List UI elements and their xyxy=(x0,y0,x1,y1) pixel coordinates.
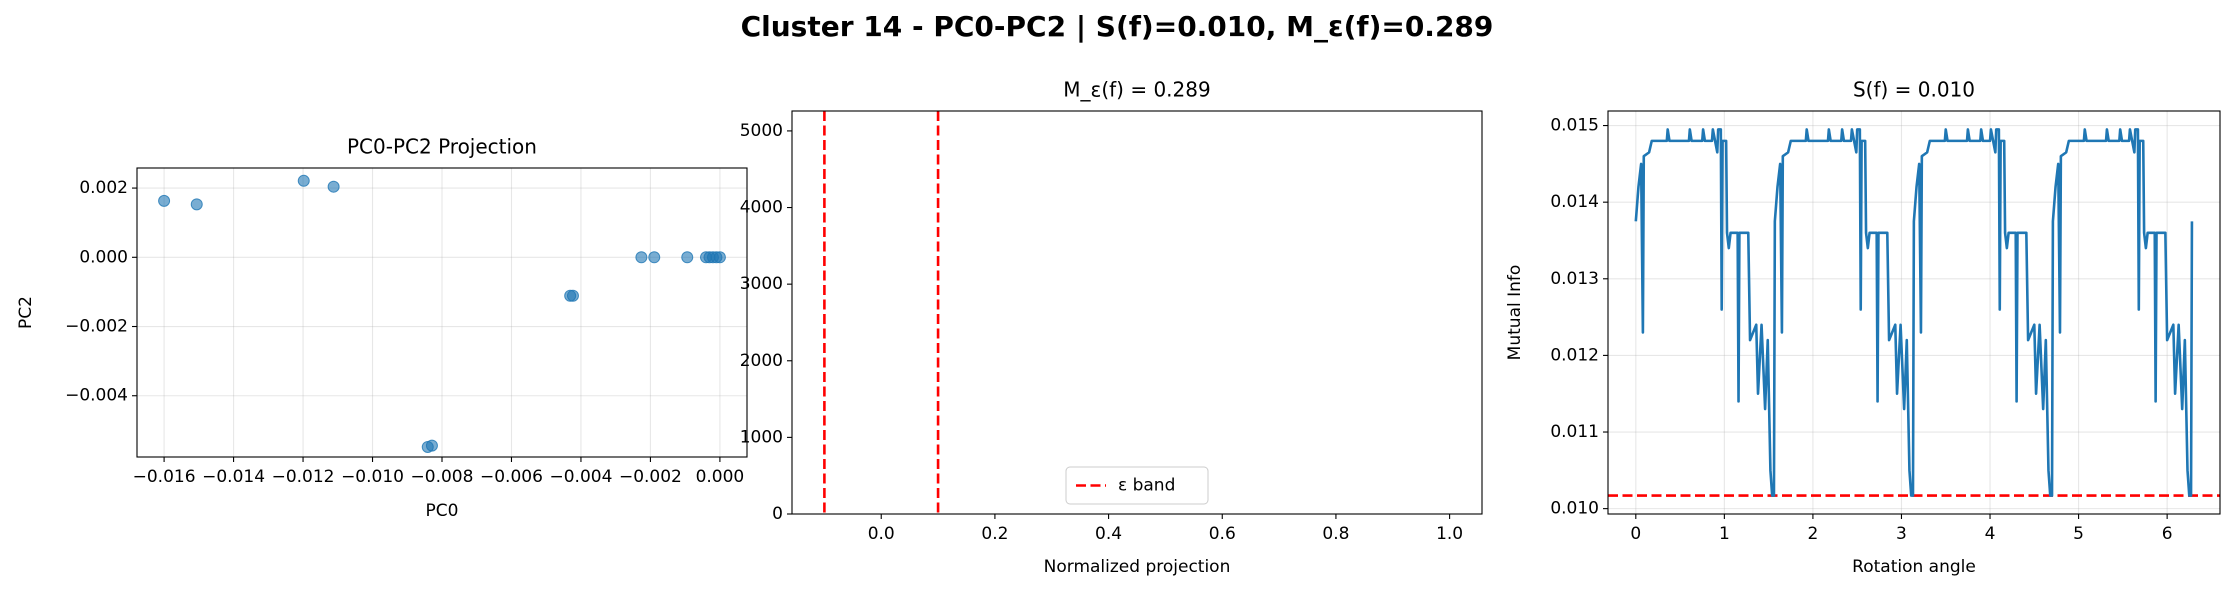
scatter-point xyxy=(297,174,310,187)
scatter-point xyxy=(648,251,661,264)
y-tick-label: 0.002 xyxy=(79,178,128,198)
x-tick-label: 6 xyxy=(2162,524,2173,544)
y-tick-label: 0.000 xyxy=(79,247,128,267)
axes-title: M_ε(f) = 0.289 xyxy=(1063,78,1210,102)
x-tick-label: 0.000 xyxy=(696,467,745,487)
y-tick-label: 0.012 xyxy=(1550,345,1599,365)
x-tick-label: 5 xyxy=(2073,524,2084,544)
y-tick-label: 0.013 xyxy=(1550,269,1599,289)
y-tick-label: −0.002 xyxy=(65,317,128,337)
x-tick-label: 0 xyxy=(1630,524,1641,544)
x-tick-label: −0.002 xyxy=(619,467,682,487)
y-tick-label: −0.004 xyxy=(65,386,128,406)
x-tick-label: 0.2 xyxy=(981,524,1008,544)
x-tick-label: 4 xyxy=(1985,524,1996,544)
scatter-point xyxy=(635,251,648,264)
x-axis-label: PC0 xyxy=(426,501,459,521)
y-tick-label: 0.010 xyxy=(1550,499,1599,519)
x-tick-label: 3 xyxy=(1896,524,1907,544)
scatter-point xyxy=(327,180,340,193)
y-tick-label: 0.015 xyxy=(1550,116,1599,136)
axes-title: S(f) = 0.010 xyxy=(1853,78,1975,102)
legend: ε band xyxy=(1065,466,1209,505)
x-tick-label: 2 xyxy=(1808,524,1819,544)
x-tick-label: 0.4 xyxy=(1095,524,1122,544)
x-tick-label: 1.0 xyxy=(1436,524,1463,544)
y-tick-label: 1000 xyxy=(740,427,783,447)
axes-frame xyxy=(136,167,748,458)
y-tick-label: 5000 xyxy=(740,121,783,141)
axes-frame xyxy=(791,110,1483,515)
y-tick-label: 0 xyxy=(772,504,783,524)
y-axis-label: PC2 xyxy=(16,296,36,329)
y-axis-label: Mutual Info xyxy=(1505,265,1525,361)
x-axis-label: Normalized projection xyxy=(1044,557,1231,577)
x-tick-label: 0.8 xyxy=(1322,524,1349,544)
y-tick-label: 0.011 xyxy=(1550,422,1599,442)
x-tick-label: 0.6 xyxy=(1209,524,1236,544)
axes-title: PC0-PC2 Projection xyxy=(347,135,537,159)
x-tick-label: −0.006 xyxy=(480,467,543,487)
scatter-point xyxy=(421,440,434,453)
x-tick-label: −0.014 xyxy=(202,467,265,487)
y-tick-label: 3000 xyxy=(740,274,783,294)
y-tick-label: 2000 xyxy=(740,351,783,371)
x-tick-label: −0.010 xyxy=(341,467,404,487)
figure-title: Cluster 14 - PC0-PC2 | S(f)=0.010, M_ε(f… xyxy=(741,10,1494,43)
plot-area xyxy=(823,111,940,514)
scatter-point xyxy=(681,251,694,264)
x-axis-label: Rotation angle xyxy=(1852,557,1976,577)
scatter-point xyxy=(566,289,579,302)
scatter-point xyxy=(190,198,203,211)
x-tick-label: 0.0 xyxy=(868,524,895,544)
data-line xyxy=(1634,128,2194,497)
y-tick-label: 4000 xyxy=(740,198,783,218)
x-tick-label: −0.016 xyxy=(133,467,196,487)
x-tick-label: 1 xyxy=(1719,524,1730,544)
scatter-point xyxy=(158,194,171,207)
plot-area xyxy=(1608,128,2220,497)
plot-area xyxy=(158,174,726,453)
x-tick-label: −0.004 xyxy=(549,467,612,487)
x-tick-label: −0.008 xyxy=(411,467,474,487)
y-tick-label: 0.014 xyxy=(1550,192,1599,212)
axes-frame xyxy=(1607,110,2221,515)
scatter-point xyxy=(713,251,726,264)
legend-label: ε band xyxy=(1118,476,1175,496)
legend-box xyxy=(1065,466,1209,505)
x-tick-label: −0.012 xyxy=(272,467,335,487)
